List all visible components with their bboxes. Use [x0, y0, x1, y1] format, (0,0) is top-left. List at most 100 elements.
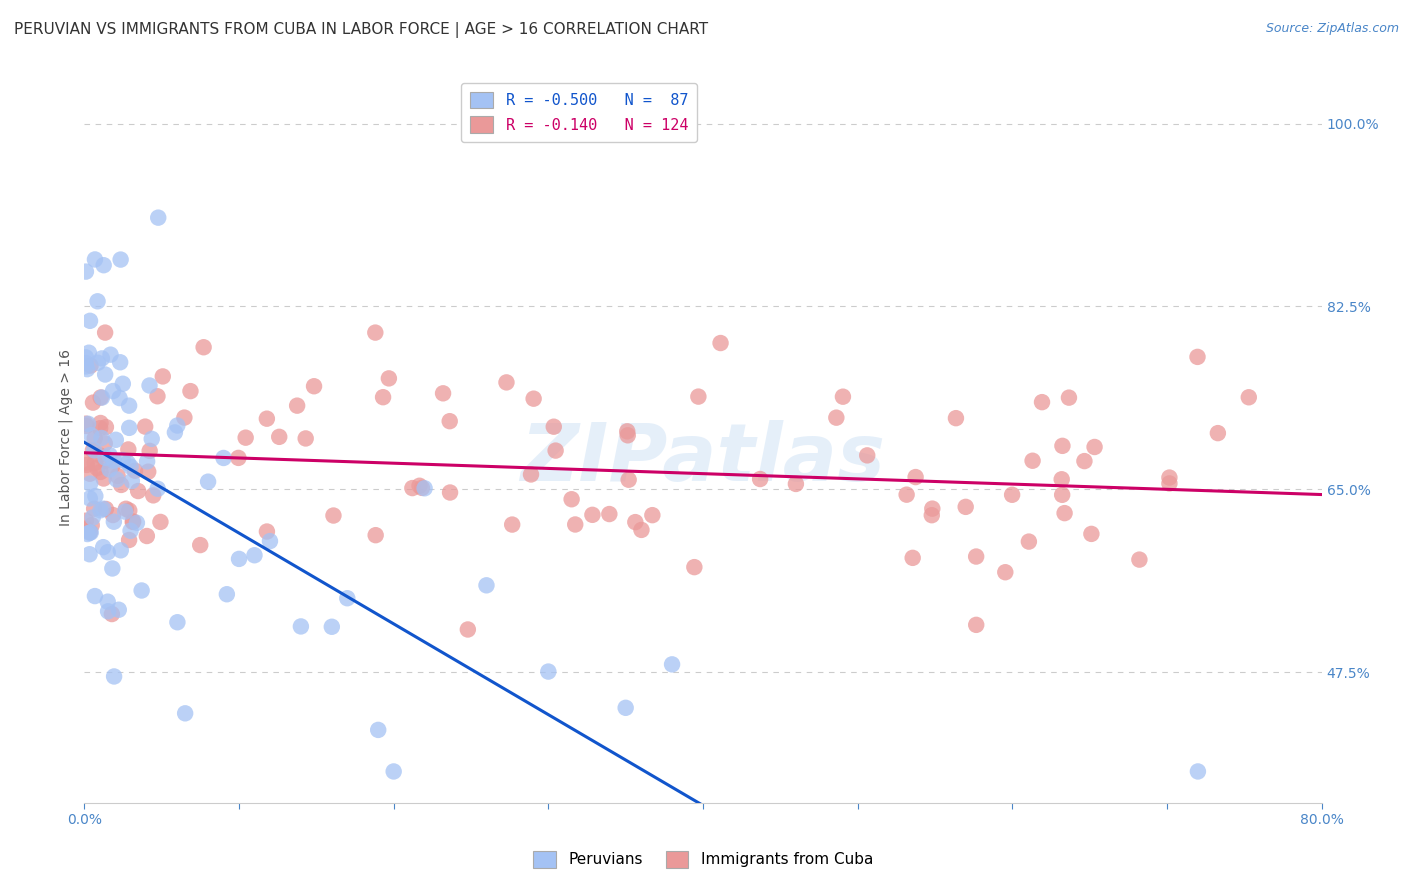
Point — [401, 481, 423, 495]
Point — [118, 399, 141, 413]
Point — [136, 465, 159, 479]
Point — [955, 500, 977, 514]
Point — [136, 454, 159, 468]
Point — [259, 534, 281, 549]
Point — [564, 517, 586, 532]
Point — [117, 442, 139, 457]
Point — [107, 468, 129, 483]
Point — [110, 478, 132, 492]
Point — [1053, 506, 1076, 520]
Point — [135, 529, 157, 543]
Point — [616, 428, 638, 442]
Point — [1128, 552, 1150, 566]
Point — [598, 507, 620, 521]
Point — [1083, 440, 1105, 454]
Point — [93, 258, 115, 272]
Point — [89, 416, 111, 430]
Point — [1031, 395, 1053, 409]
Point — [1050, 472, 1073, 486]
Point — [832, 390, 855, 404]
Point — [523, 392, 546, 406]
Point — [84, 489, 107, 503]
Point — [1021, 454, 1043, 468]
Point — [1159, 470, 1181, 484]
Point — [86, 294, 108, 309]
Legend: Peruvians, Immigrants from Cuba: Peruvians, Immigrants from Cuba — [527, 845, 879, 873]
Point — [1187, 350, 1209, 364]
Point — [921, 501, 943, 516]
Point — [75, 359, 97, 374]
Point — [367, 723, 389, 737]
Point — [94, 502, 117, 516]
Point — [413, 481, 436, 495]
Point — [174, 706, 197, 721]
Point — [228, 450, 250, 465]
Text: ZIPatlas: ZIPatlas — [520, 420, 886, 498]
Point — [439, 414, 461, 428]
Point — [581, 508, 603, 522]
Point — [75, 351, 97, 365]
Y-axis label: In Labor Force | Age > 16: In Labor Force | Age > 16 — [59, 349, 73, 525]
Point — [94, 453, 117, 467]
Point — [121, 515, 143, 529]
Point — [1057, 391, 1080, 405]
Point — [520, 467, 543, 482]
Point — [141, 432, 163, 446]
Point — [118, 533, 141, 547]
Point — [543, 419, 565, 434]
Point — [75, 418, 97, 433]
Point — [89, 448, 111, 462]
Point — [901, 550, 924, 565]
Point — [138, 443, 160, 458]
Point — [134, 419, 156, 434]
Point — [101, 458, 124, 473]
Point — [1018, 534, 1040, 549]
Point — [994, 566, 1017, 580]
Point — [79, 476, 101, 491]
Point — [94, 326, 117, 340]
Point — [269, 430, 291, 444]
Point — [1206, 426, 1229, 441]
Point — [80, 518, 103, 533]
Point — [683, 560, 706, 574]
Point — [79, 314, 101, 328]
Point — [82, 510, 104, 524]
Point — [285, 399, 308, 413]
Text: Source: ZipAtlas.com: Source: ZipAtlas.com — [1265, 22, 1399, 36]
Point — [79, 524, 101, 539]
Point — [97, 604, 120, 618]
Point — [1237, 390, 1260, 404]
Point — [641, 508, 664, 523]
Point — [215, 587, 238, 601]
Point — [408, 479, 430, 493]
Point — [83, 501, 105, 516]
Point — [97, 595, 120, 609]
Point — [193, 340, 215, 354]
Point — [79, 467, 101, 481]
Point — [661, 657, 683, 672]
Point — [75, 522, 97, 536]
Point — [94, 368, 117, 382]
Point — [142, 488, 165, 502]
Point — [107, 603, 129, 617]
Point — [378, 371, 401, 385]
Point — [108, 391, 131, 405]
Point — [90, 465, 112, 479]
Point — [166, 418, 188, 433]
Point — [101, 384, 124, 398]
Point — [131, 583, 153, 598]
Point — [163, 425, 186, 440]
Point — [256, 524, 278, 539]
Point — [110, 543, 132, 558]
Point — [98, 448, 121, 462]
Point — [76, 458, 98, 472]
Point — [146, 482, 169, 496]
Point — [101, 508, 124, 522]
Point — [614, 701, 637, 715]
Point — [83, 431, 105, 445]
Point — [173, 410, 195, 425]
Point — [152, 369, 174, 384]
Point — [122, 515, 145, 529]
Point — [77, 417, 100, 431]
Point — [120, 459, 142, 474]
